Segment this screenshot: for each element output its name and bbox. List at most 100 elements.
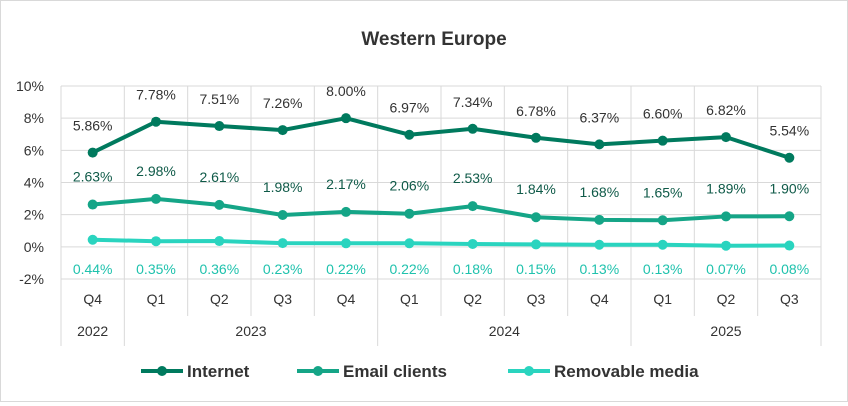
x-tick-label: Q3 xyxy=(780,291,799,307)
legend-item: Removable media xyxy=(508,362,699,381)
y-tick-label: 0% xyxy=(24,239,44,255)
x-tick-label: Q4 xyxy=(337,291,356,307)
x-tick-label: Q1 xyxy=(653,291,672,307)
data-label: 0.44% xyxy=(73,261,113,277)
year-label: 2023 xyxy=(235,323,266,339)
data-label: 2.06% xyxy=(389,178,429,194)
y-tick-label: 6% xyxy=(24,142,44,158)
data-point xyxy=(531,212,541,223)
data-label: 7.51% xyxy=(199,91,239,107)
data-point xyxy=(721,240,731,251)
data-label: 0.13% xyxy=(579,261,619,277)
year-label: 2022 xyxy=(77,323,108,339)
series-0: 5.86% 7.78% 7.51% 7.26% 8.00% 6.97% 7.34% 6.78%… xyxy=(73,83,809,163)
series-1: 2.63% 2.98% 2.61% 1.98% 2.17% 2.06% 2.53% 1.84%… xyxy=(73,163,809,226)
data-label: 7.34% xyxy=(453,94,493,110)
legend-marker xyxy=(313,366,323,376)
series-line xyxy=(90,116,792,160)
data-point xyxy=(467,238,478,249)
data-point xyxy=(87,234,98,245)
data-point xyxy=(531,132,541,143)
series-line xyxy=(90,237,792,248)
data-point xyxy=(657,135,668,146)
data-label: 0.18% xyxy=(453,261,493,277)
data-point xyxy=(657,215,668,226)
legend: Internet Email clients Removable media xyxy=(141,362,699,381)
y-tick-label: 2% xyxy=(24,207,44,223)
data-label: 6.82% xyxy=(706,102,746,118)
data-label: 1.65% xyxy=(643,184,683,200)
data-point xyxy=(341,238,351,249)
legend-label: Internet xyxy=(187,362,250,381)
x-tick-label: Q2 xyxy=(463,291,482,307)
data-point xyxy=(404,238,415,249)
data-label: 1.68% xyxy=(579,184,619,200)
data-label: 7.78% xyxy=(136,87,176,103)
data-point xyxy=(214,236,225,247)
data-point xyxy=(151,193,161,204)
x-tick-label: Q1 xyxy=(400,291,419,307)
x-tick-label: Q2 xyxy=(210,291,229,307)
data-point xyxy=(784,152,795,163)
legend-label: Email clients xyxy=(343,362,447,381)
x-tick-label: Q4 xyxy=(83,291,102,307)
data-label: 0.08% xyxy=(769,261,809,277)
data-label: 6.37% xyxy=(579,109,619,125)
y-tick-label: -2% xyxy=(19,271,44,287)
data-point xyxy=(341,113,351,124)
data-label: 0.35% xyxy=(136,261,176,277)
data-point xyxy=(784,240,795,251)
data-point xyxy=(404,208,415,219)
legend-item: Internet xyxy=(141,362,250,381)
data-label: 0.07% xyxy=(706,261,746,277)
x-tick-label: Q3 xyxy=(527,291,546,307)
legend-marker xyxy=(524,366,534,376)
data-label: 8.00% xyxy=(326,83,366,99)
data-label: 5.86% xyxy=(73,118,113,134)
y-tick-label: 4% xyxy=(24,175,44,191)
data-point xyxy=(657,239,668,250)
data-point xyxy=(277,238,288,249)
data-point xyxy=(151,236,161,247)
data-label: 2.17% xyxy=(326,176,366,192)
legend-marker xyxy=(157,366,167,376)
x-tick-label: Q4 xyxy=(590,291,609,307)
data-label: 0.36% xyxy=(199,261,239,277)
data-label: 1.90% xyxy=(769,180,809,196)
data-label: 6.60% xyxy=(643,106,683,122)
data-point xyxy=(151,116,161,127)
data-point xyxy=(721,132,731,143)
data-point xyxy=(87,199,98,210)
data-label: 2.61% xyxy=(199,169,239,185)
data-label: 6.97% xyxy=(389,100,429,116)
data-point xyxy=(594,139,605,150)
data-label: 2.53% xyxy=(453,170,493,186)
y-tick-label: 8% xyxy=(24,110,44,126)
series-group: 5.86% 7.78% 7.51% 7.26% 8.00% 6.97% 7.34% 6.78%… xyxy=(73,83,809,277)
data-label: 1.84% xyxy=(516,181,556,197)
data-label: 2.63% xyxy=(73,169,113,185)
data-point xyxy=(404,129,415,140)
data-point xyxy=(277,125,288,136)
x-tick-label: Q1 xyxy=(147,291,166,307)
data-point xyxy=(531,239,541,250)
data-label: 0.15% xyxy=(516,261,556,277)
data-point xyxy=(467,201,478,212)
year-label: 2025 xyxy=(710,323,741,339)
data-point xyxy=(594,214,605,225)
series-2: 0.44% 0.35% 0.36% 0.23% 0.22% 0.22% 0.18% 0.15%… xyxy=(73,234,809,277)
data-label: 0.23% xyxy=(263,261,303,277)
data-label: 0.22% xyxy=(326,261,366,277)
data-point xyxy=(594,239,605,250)
data-label: 1.89% xyxy=(706,180,746,196)
y-axis-ticks: 10% 8% 6% 4% 2% 0% -2% xyxy=(16,78,44,287)
chart-title: Western Europe xyxy=(361,29,506,50)
data-label: 5.54% xyxy=(769,123,809,139)
data-point xyxy=(467,123,478,134)
data-label: 0.13% xyxy=(643,261,683,277)
data-point xyxy=(784,211,795,222)
x-tick-label: Q2 xyxy=(717,291,736,307)
data-point xyxy=(214,199,225,210)
